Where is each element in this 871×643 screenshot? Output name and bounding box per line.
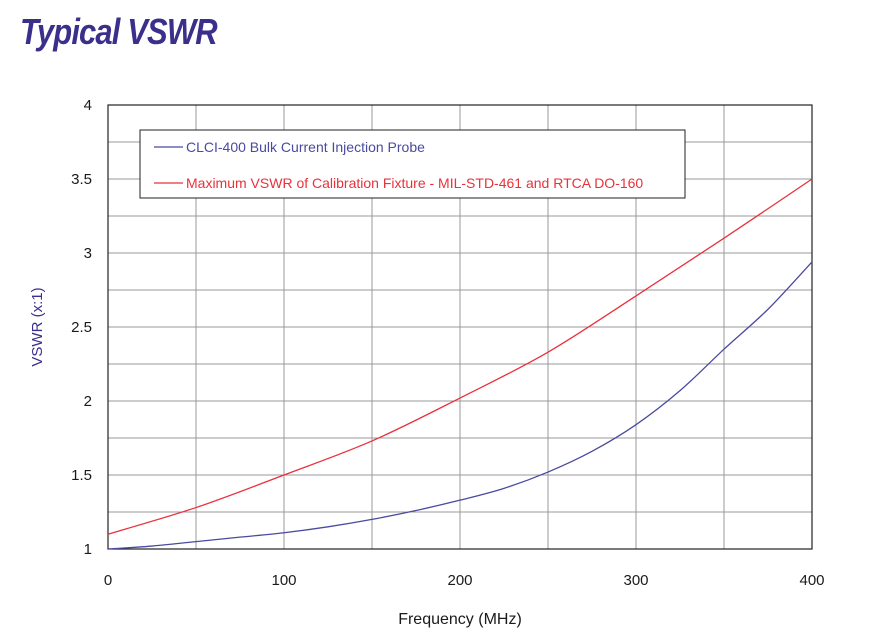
x-tick-labels: 0 100 200 300 400 <box>104 572 825 589</box>
x-tick-label: 0 <box>104 572 112 589</box>
y-tick-labels: 1 1.5 2 2.5 3 3.5 4 <box>71 97 92 558</box>
x-tick-label: 300 <box>623 572 648 589</box>
y-tick-label: 3 <box>84 245 92 262</box>
x-tick-label: 200 <box>447 572 472 589</box>
y-axis-title: VSWR (x:1) <box>29 287 46 366</box>
legend-box <box>139 129 686 199</box>
series-line-fixture <box>107 178 813 535</box>
x-axis-title: Frequency (MHz) <box>398 611 522 628</box>
y-tick-label: 3.5 <box>71 171 92 188</box>
x-tick-label: 100 <box>271 572 296 589</box>
legend: CLCI-400 Bulk Current Injection Probe Ma… <box>139 129 686 199</box>
x-tick-label: 400 <box>799 572 824 589</box>
legend-label-fixture: Maximum VSWR of Calibration Fixture - MI… <box>186 175 643 191</box>
y-tick-label: 1 <box>84 541 92 558</box>
y-tick-label: 2 <box>84 393 92 410</box>
series-line-probe <box>107 261 813 550</box>
plot-frame <box>107 104 813 550</box>
y-tick-label: 1.5 <box>71 467 92 484</box>
page-title: Typical VSWR <box>20 11 218 52</box>
legend-label-probe: CLCI-400 Bulk Current Injection Probe <box>186 139 425 155</box>
series-layer <box>107 178 813 550</box>
y-tick-label: 4 <box>84 97 92 114</box>
y-tick-label: 2.5 <box>71 319 92 336</box>
